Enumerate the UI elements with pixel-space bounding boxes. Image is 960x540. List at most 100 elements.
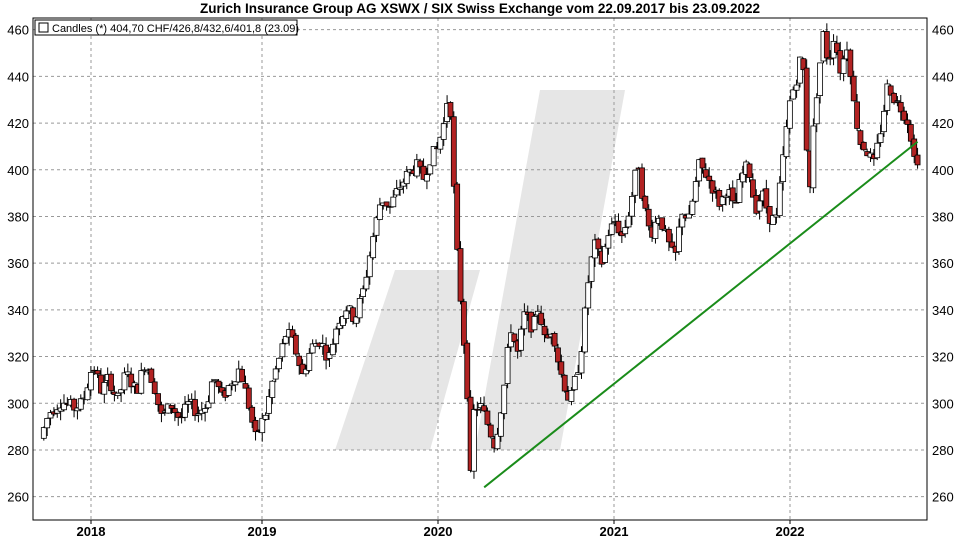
trendline-layer — [483, 140, 919, 489]
candle-body — [790, 89, 797, 100]
trendline — [483, 140, 919, 489]
candle-body — [652, 221, 659, 239]
candle-body — [884, 83, 891, 111]
y-tick-label-left: 340 — [7, 303, 29, 318]
candle-body — [847, 49, 854, 78]
candle-body — [874, 142, 881, 159]
candle-body — [303, 368, 309, 375]
candle-body — [723, 195, 729, 198]
candle-body — [336, 322, 343, 330]
candle-body — [266, 396, 272, 414]
candle-body — [460, 301, 467, 346]
candle-body — [481, 405, 487, 412]
candle-body — [232, 381, 239, 386]
candle-body — [182, 403, 188, 418]
watermark-stroke-right — [475, 90, 625, 450]
candle-body — [474, 408, 481, 411]
candle-body — [558, 361, 565, 375]
x-tick-label: 2019 — [248, 524, 277, 539]
candle-body — [692, 181, 699, 202]
legend: Candles (*) 404,70 CHF/426,8/432,6/401,8… — [34, 19, 299, 36]
candle-body — [551, 333, 558, 347]
legend-box — [34, 19, 298, 36]
candle-body — [326, 352, 333, 359]
candle-body — [403, 170, 410, 185]
candle-body — [417, 160, 424, 168]
candle-body — [793, 84, 800, 91]
candle-body — [834, 42, 840, 53]
candle-body — [202, 408, 209, 413]
candle-body — [309, 343, 316, 354]
candle-body — [413, 159, 420, 177]
watermark-logo — [335, 90, 625, 450]
candle-body — [366, 255, 373, 278]
candle-body — [659, 217, 666, 230]
candle-body — [706, 175, 713, 181]
candle-body — [252, 420, 259, 433]
candle-body — [71, 398, 77, 411]
candle-body — [329, 343, 336, 356]
candle-body — [914, 154, 921, 166]
candle-body — [370, 236, 377, 259]
candle-body — [471, 409, 477, 472]
y-tick-label-right: 400 — [932, 163, 954, 178]
candle-body — [907, 124, 914, 142]
candle-body — [575, 372, 582, 375]
candle-body — [148, 368, 155, 383]
candle-body — [632, 169, 639, 196]
candle-body — [239, 369, 245, 383]
candle-body — [639, 167, 645, 199]
candle-body — [272, 368, 279, 380]
candle-body — [776, 182, 783, 217]
y-tick-label-left: 440 — [7, 69, 29, 84]
candle-body — [269, 380, 276, 398]
candle-body — [588, 256, 595, 282]
candle-body — [894, 100, 901, 103]
candle-body — [602, 246, 608, 263]
candle-body — [292, 334, 299, 355]
candle-body — [440, 123, 447, 140]
candle-body — [729, 187, 736, 202]
candle-body — [746, 163, 753, 178]
candle-body — [904, 119, 911, 125]
candle-body — [376, 204, 383, 220]
candle-body — [881, 110, 887, 133]
candle-body — [340, 316, 346, 326]
candle-body — [454, 183, 461, 250]
candle-body — [383, 201, 390, 207]
candle-body — [208, 381, 215, 404]
y-tick-label-left: 460 — [7, 23, 29, 38]
candle-body — [756, 200, 763, 212]
candle-body — [171, 408, 178, 414]
y-tick-label-right: 300 — [932, 396, 954, 411]
candle-body — [501, 384, 508, 415]
candle-body — [168, 405, 175, 409]
candle-body — [518, 328, 524, 351]
candle-body — [84, 387, 91, 401]
candle-body — [430, 146, 437, 167]
candle-body — [699, 157, 706, 169]
candle-body — [195, 413, 202, 416]
legend-swatch-icon — [38, 22, 49, 33]
candle-body — [420, 165, 427, 180]
candle-body — [219, 387, 225, 393]
candle-body — [568, 390, 575, 402]
candle-body — [108, 373, 114, 392]
candle-body — [797, 56, 803, 84]
candle-body — [800, 58, 807, 71]
y-tick-label-left: 320 — [7, 350, 29, 365]
candle-body — [393, 188, 400, 196]
candle-body — [437, 136, 444, 150]
candle-body — [101, 382, 108, 395]
candle-body — [763, 188, 770, 209]
candle-body — [192, 399, 198, 417]
candle-body — [343, 310, 350, 319]
candle-body — [487, 424, 494, 438]
candle-body — [447, 102, 454, 118]
y-tick-label-left: 300 — [7, 396, 29, 411]
candle-body — [215, 380, 222, 388]
candle-body — [138, 370, 145, 394]
candle-body — [155, 393, 161, 406]
candle-body — [282, 336, 289, 344]
candle-body — [625, 215, 632, 228]
